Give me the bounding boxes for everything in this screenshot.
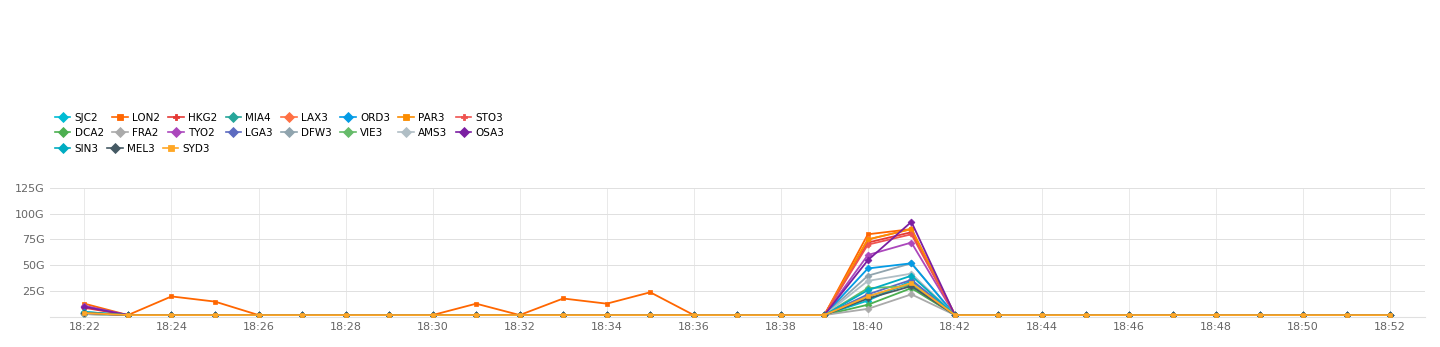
Legend: SIN3, MEL3, SYD3: SIN3, MEL3, SYD3 — [55, 144, 210, 154]
